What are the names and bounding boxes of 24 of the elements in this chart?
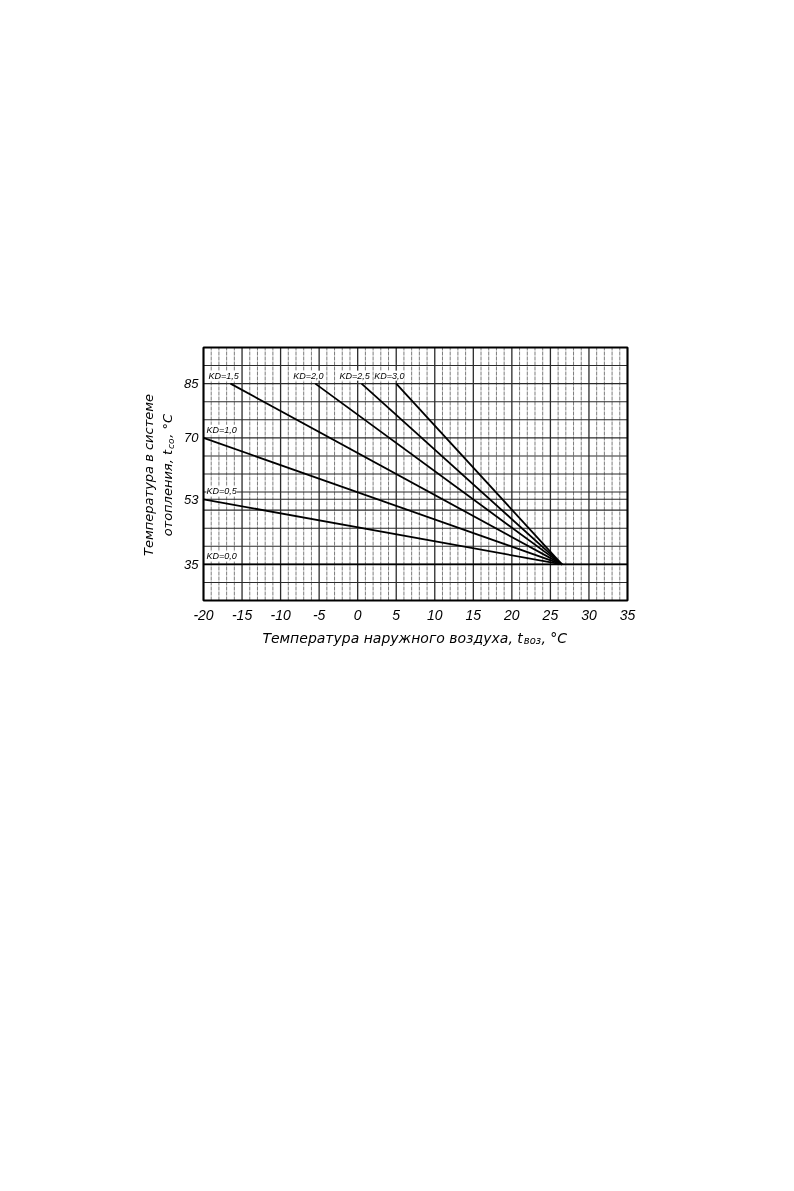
x-tick-label: 20	[503, 606, 520, 623]
x-tick-label: 10	[426, 606, 443, 623]
y-tick-label: 53	[184, 491, 200, 507]
series-label: KD=1,0	[206, 424, 237, 435]
y-tick-label: 35	[184, 556, 200, 572]
x-tick-label: -15	[231, 606, 253, 623]
series-label: KD=1,5	[208, 370, 240, 381]
y-tick-label: 85	[184, 376, 200, 392]
x-tick-label: -10	[270, 606, 291, 623]
x-tick-label: -20	[193, 606, 214, 623]
x-tick-label: 35	[619, 606, 636, 623]
y-tick-label: 70	[184, 430, 200, 446]
x-tick-label: 0	[353, 606, 362, 623]
x-tick-label: 5	[392, 606, 401, 623]
x-tick-label: 25	[541, 606, 559, 623]
series-label: KD=0,0	[206, 551, 237, 562]
series-label: KD=2,5	[339, 370, 371, 381]
series-label: KD=2,0	[293, 370, 324, 381]
series-label: KD=0,5	[206, 486, 238, 497]
x-tick-label: 30	[581, 606, 597, 623]
series-label: KD=3,0	[374, 370, 405, 381]
x-axis-title: Температура наружного воздуха, tвоз, °C	[262, 629, 568, 646]
x-tick-label: 15	[465, 606, 482, 623]
x-tick-label: -5	[312, 606, 326, 623]
